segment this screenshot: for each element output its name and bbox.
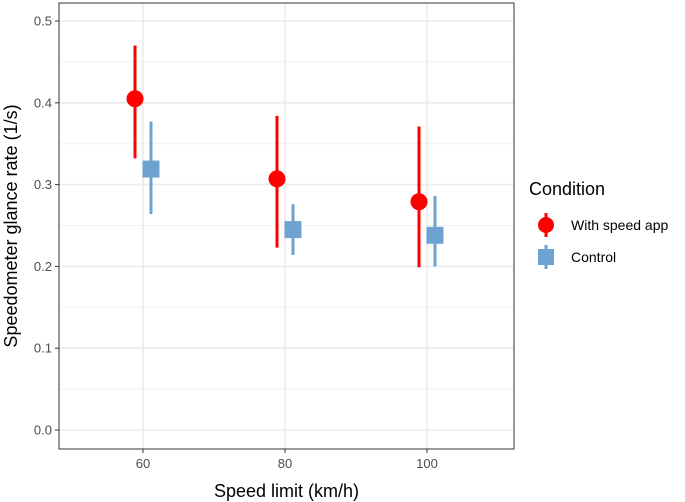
legend-item: With speed app: [538, 213, 668, 237]
marks: [126, 45, 444, 268]
x-tick-label: 80: [278, 456, 292, 471]
data-point: [410, 193, 428, 211]
legend: Condition With speed app Control: [529, 179, 668, 269]
y-axis-title: Speedometer glance rate (1/s): [1, 104, 21, 347]
ticks: 0.0 0.1 0.2 0.3 0.4 0.5 60 80 100: [34, 14, 438, 472]
legend-item: Control: [538, 245, 616, 269]
y-tick-label: 0.1: [34, 341, 52, 356]
y-tick-label: 0.0: [34, 423, 52, 438]
legend-title: Condition: [529, 179, 605, 199]
legend-label: With speed app: [571, 217, 668, 233]
x-tick-label: 100: [416, 456, 438, 471]
y-tick-label: 0.5: [34, 14, 52, 29]
legend-label: Control: [571, 249, 616, 265]
y-tick-label: 0.4: [34, 95, 52, 110]
data-point: [284, 221, 302, 239]
data-point: [426, 226, 444, 244]
data-point: [268, 170, 286, 188]
x-axis-title: Speed limit (km/h): [214, 481, 359, 501]
data-point: [142, 160, 160, 178]
x-tick-label: 60: [136, 456, 150, 471]
y-tick-label: 0.2: [34, 259, 52, 274]
y-tick-label: 0.3: [34, 177, 52, 192]
legend-key-marker: [538, 249, 554, 265]
plot-border: [58, 2, 515, 450]
data-point: [126, 90, 144, 108]
legend-key-marker: [538, 217, 554, 233]
